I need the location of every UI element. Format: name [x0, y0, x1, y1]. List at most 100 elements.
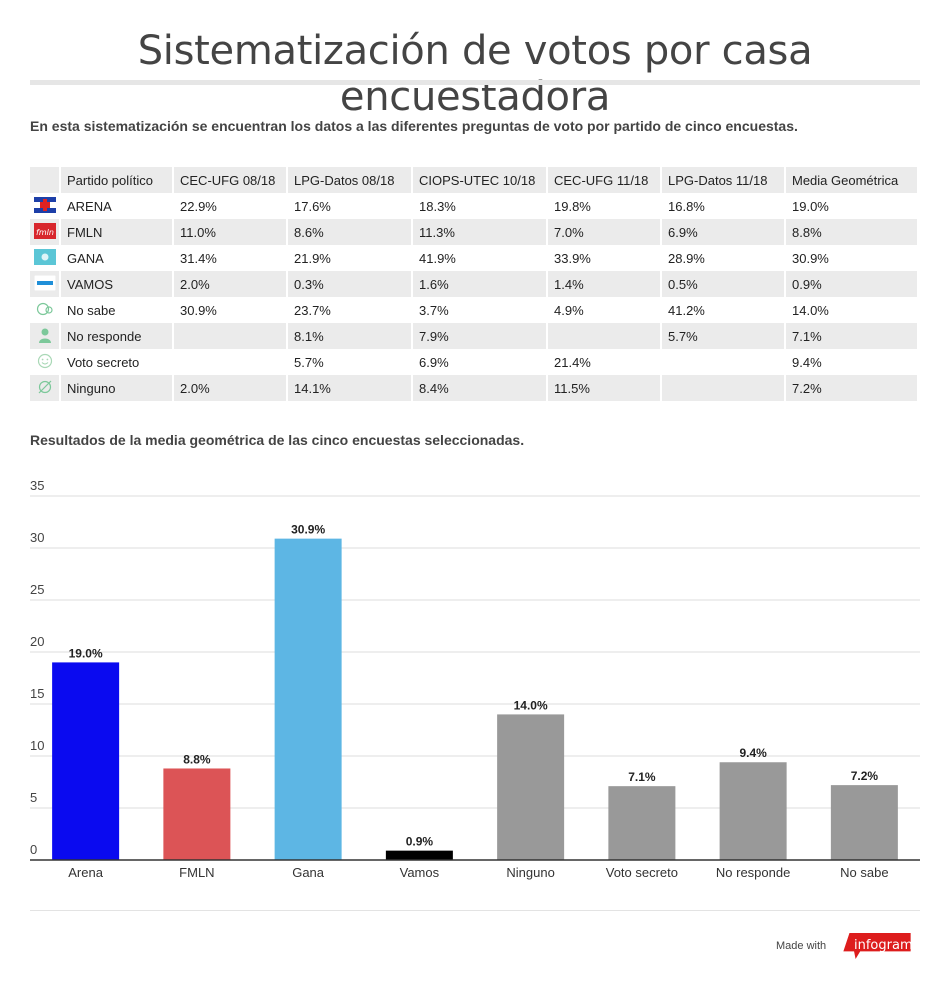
x-tick-label: Vamos	[400, 865, 440, 880]
value-cell: 7.9%	[413, 323, 546, 349]
table-row: No sabe 30.9% 23.7% 3.7% 4.9% 41.2% 14.0%	[30, 297, 917, 323]
table-row: VAMOS 2.0% 0.3% 1.6% 1.4% 0.5% 0.9%	[30, 271, 917, 297]
bar	[608, 786, 676, 860]
y-tick-label: 25	[30, 582, 44, 597]
y-tick-label: 15	[30, 686, 44, 701]
bar-value-label: 0.9%	[406, 835, 434, 849]
y-tick-label: 20	[30, 634, 44, 649]
infogram-badge-icon[interactable]	[833, 933, 921, 959]
bar	[830, 785, 898, 860]
value-cell: 21.9%	[288, 245, 411, 271]
bar	[497, 714, 565, 860]
value-cell: 8.6%	[288, 219, 411, 245]
value-cell: 33.9%	[548, 245, 660, 271]
value-cell: 31.4%	[174, 245, 286, 271]
table-row: fmln FMLN 11.0% 8.6% 11.3% 7.0% 6.9% 8.8%	[30, 219, 917, 245]
value-cell: 6.9%	[413, 349, 546, 375]
thinking-face-icon	[30, 297, 59, 323]
x-tick-label: No sabe	[840, 865, 888, 880]
svg-text:fmln: fmln	[36, 228, 54, 237]
value-cell: 1.4%	[548, 271, 660, 297]
party-name-cell: No responde	[61, 323, 172, 349]
value-cell: 41.2%	[662, 297, 784, 323]
header-partido: Partido político	[61, 167, 172, 193]
x-tick-label: Voto secreto	[606, 865, 678, 880]
header-lpg-datos-08: LPG-Datos 08/18	[288, 167, 411, 193]
table-header-row: Partido político CEC-UFG 08/18 LPG-Datos…	[30, 167, 917, 193]
value-cell: 18.3%	[413, 193, 546, 219]
table-row: Ninguno 2.0% 14.1% 8.4% 11.5% 7.2%	[30, 375, 917, 401]
table-row: GANA 31.4% 21.9% 41.9% 33.9% 28.9% 30.9%	[30, 245, 917, 271]
value-cell: 30.9%	[786, 245, 917, 271]
value-cell: 9.4%	[786, 349, 917, 375]
party-name-cell: VAMOS	[61, 271, 172, 297]
header-cec-ufg-11: CEC-UFG 11/18	[548, 167, 660, 193]
bar	[163, 768, 231, 860]
value-cell: 8.8%	[786, 219, 917, 245]
bar	[385, 850, 453, 860]
value-cell: 41.9%	[413, 245, 546, 271]
value-cell: 7.0%	[548, 219, 660, 245]
x-tick-label: FMLN	[179, 865, 214, 880]
gana-logo-icon	[30, 245, 59, 271]
empty-set-icon	[30, 375, 59, 401]
page-title: Sistematización de votos por casa encues…	[137, 28, 813, 120]
header-cec-ufg-08: CEC-UFG 08/18	[174, 167, 286, 193]
value-cell: 21.4%	[548, 349, 660, 375]
bar	[52, 662, 120, 860]
y-tick-label: 35	[30, 478, 44, 493]
value-cell	[662, 375, 784, 401]
bar-value-label: 7.2%	[851, 769, 879, 783]
table-row: Voto secreto 5.7% 6.9% 21.4% 9.4%	[30, 349, 917, 375]
bar-value-label: 7.1%	[628, 770, 656, 784]
bar-value-label: 9.4%	[739, 746, 767, 760]
bar-chart: 0 5 10 15 20 25 30 35 19.0% Arena 8.8% FMLN 30.9% Gan…	[30, 478, 920, 880]
header-media-geometrica: Media Geométrica	[786, 167, 917, 193]
value-cell: 6.9%	[662, 219, 784, 245]
value-cell: 11.3%	[413, 219, 546, 245]
value-cell: 19.0%	[786, 193, 917, 219]
made-with-text: Made with	[776, 940, 827, 952]
bar	[719, 762, 787, 860]
value-cell: 11.0%	[174, 219, 286, 245]
poll-table: Partido político CEC-UFG 08/18 LPG-Datos…	[28, 167, 919, 401]
value-cell: 8.4%	[413, 375, 546, 401]
value-cell: 7.2%	[786, 375, 917, 401]
bar-value-label: 19.0%	[69, 646, 103, 660]
infogram-brand[interactable]: infogram	[854, 938, 913, 953]
header-ciops-utec-10: CIOPS-UTEC 10/18	[413, 167, 546, 193]
party-name-cell: Ninguno	[61, 375, 172, 401]
value-cell: 7.1%	[786, 323, 917, 349]
x-tick-label: No responde	[716, 865, 790, 880]
footer-divider	[30, 910, 920, 911]
x-tick-label: Gana	[292, 865, 325, 880]
person-icon	[30, 323, 59, 349]
value-cell: 17.6%	[288, 193, 411, 219]
value-cell: 28.9%	[662, 245, 784, 271]
value-cell	[174, 323, 286, 349]
value-cell: 0.5%	[662, 271, 784, 297]
bar-value-label: 30.9%	[291, 523, 325, 537]
bar	[274, 538, 342, 860]
y-tick-label: 0	[30, 842, 37, 857]
value-cell: 8.1%	[288, 323, 411, 349]
value-cell: 4.9%	[548, 297, 660, 323]
x-tick-label: Ninguno	[506, 865, 554, 880]
smiley-face-icon	[30, 349, 59, 375]
value-cell	[174, 349, 286, 375]
value-cell: 14.1%	[288, 375, 411, 401]
party-name-cell: FMLN	[61, 219, 172, 245]
fmln-logo-icon: fmln	[30, 219, 59, 245]
value-cell: 1.6%	[413, 271, 546, 297]
bar-value-label: 8.8%	[183, 752, 211, 766]
value-cell: 3.7%	[413, 297, 546, 323]
x-tick-label: Arena	[68, 865, 103, 880]
value-cell: 11.5%	[548, 375, 660, 401]
arena-logo-icon	[30, 193, 59, 219]
value-cell: 0.3%	[288, 271, 411, 297]
value-cell	[662, 349, 784, 375]
y-tick-label: 5	[30, 790, 37, 805]
icon-header-cell	[30, 167, 59, 193]
vamos-logo-icon	[30, 271, 59, 297]
bar-value-label: 14.0%	[514, 698, 548, 712]
